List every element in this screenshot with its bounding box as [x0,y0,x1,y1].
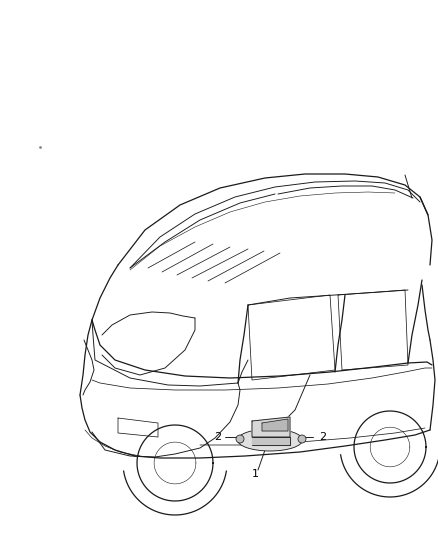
Ellipse shape [237,429,303,451]
Circle shape [298,435,306,443]
Text: 2: 2 [319,432,327,442]
Polygon shape [252,417,290,437]
Polygon shape [262,419,288,431]
Polygon shape [252,437,290,445]
Text: 2: 2 [215,432,222,442]
Text: 1: 1 [251,469,258,479]
Circle shape [236,435,244,443]
